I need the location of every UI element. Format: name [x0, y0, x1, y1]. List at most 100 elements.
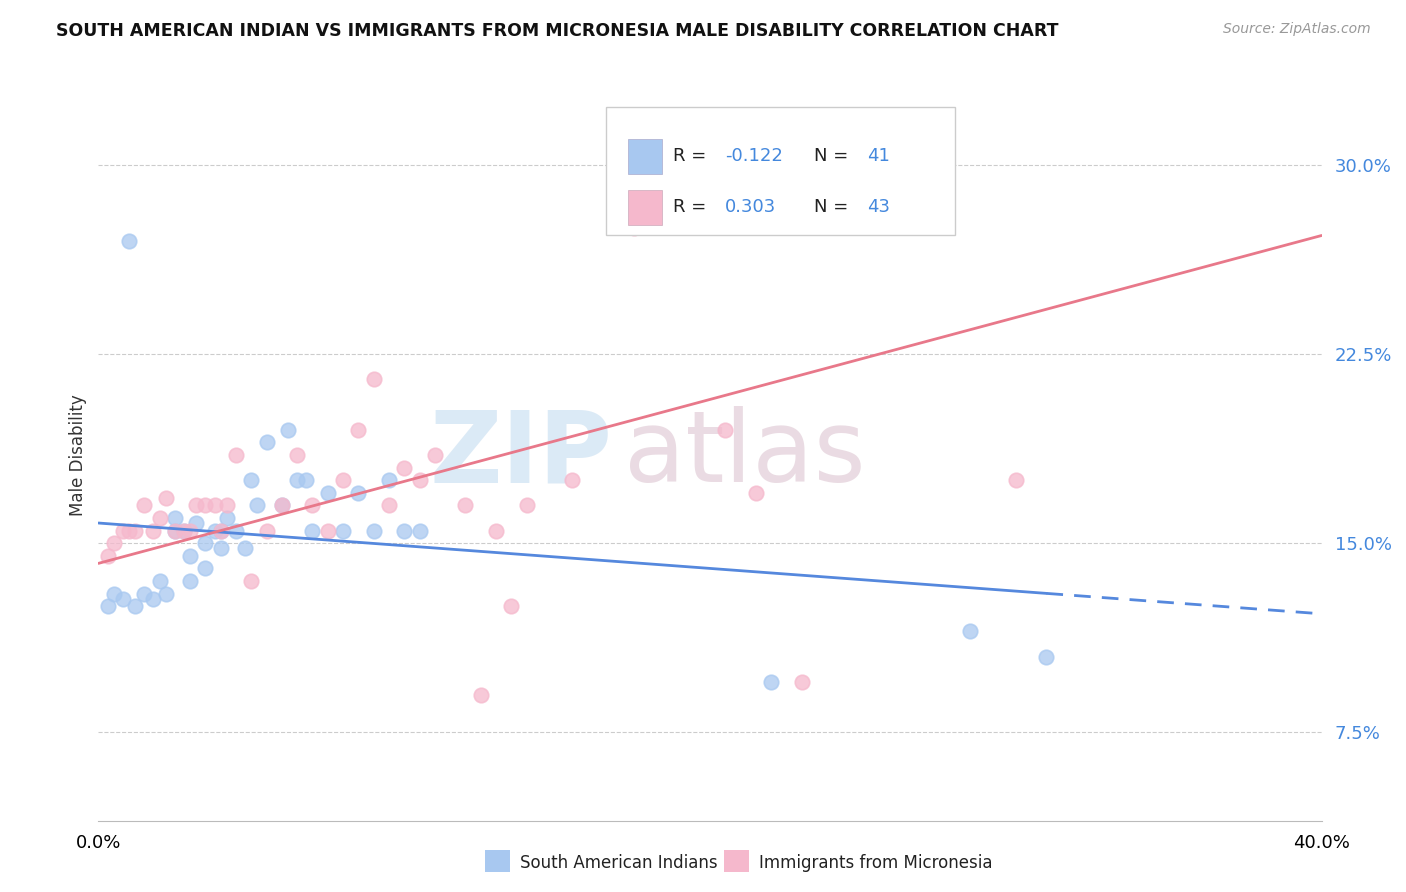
- Point: [173, 524, 195, 538]
- Point: [363, 524, 385, 538]
- Point: [204, 524, 226, 538]
- Point: [142, 524, 165, 538]
- Point: [392, 524, 416, 538]
- Point: [408, 473, 430, 487]
- Text: atlas: atlas: [624, 407, 866, 503]
- Point: [363, 372, 385, 386]
- Point: [233, 541, 256, 556]
- Point: [285, 473, 308, 487]
- Text: R =: R =: [673, 198, 713, 217]
- Point: [215, 499, 238, 513]
- Point: [332, 473, 354, 487]
- Point: [124, 524, 146, 538]
- Point: [209, 524, 232, 538]
- Text: South American Indians: South American Indians: [520, 855, 718, 872]
- Point: [97, 599, 120, 614]
- Point: [179, 549, 201, 563]
- Point: [134, 499, 156, 513]
- Point: [347, 423, 370, 437]
- Point: [225, 524, 247, 538]
- Point: [790, 674, 813, 689]
- Point: [142, 591, 165, 606]
- Point: [149, 511, 172, 525]
- Point: [561, 473, 583, 487]
- Point: [301, 499, 323, 513]
- Point: [256, 435, 278, 450]
- Point: [111, 524, 134, 538]
- Point: [163, 511, 186, 525]
- Point: [240, 574, 263, 588]
- Bar: [628, 138, 662, 174]
- Point: [240, 473, 263, 487]
- Point: [215, 511, 238, 525]
- Point: [163, 524, 186, 538]
- Text: Immigrants from Micronesia: Immigrants from Micronesia: [759, 855, 993, 872]
- Point: [759, 674, 782, 689]
- Point: [270, 499, 292, 513]
- Point: [103, 536, 125, 550]
- Point: [103, 587, 125, 601]
- Point: [186, 499, 208, 513]
- Point: [194, 561, 217, 575]
- Point: [378, 499, 401, 513]
- Text: N =: N =: [814, 198, 853, 217]
- Point: [959, 624, 981, 639]
- Point: [246, 499, 269, 513]
- Point: [124, 599, 146, 614]
- Text: Source: ZipAtlas.com: Source: ZipAtlas.com: [1223, 22, 1371, 37]
- Point: [392, 460, 416, 475]
- Point: [155, 491, 177, 505]
- Point: [179, 574, 201, 588]
- Point: [97, 549, 120, 563]
- Point: [295, 473, 318, 487]
- Text: R =: R =: [673, 147, 713, 165]
- Point: [149, 574, 172, 588]
- Y-axis label: Male Disability: Male Disability: [69, 394, 87, 516]
- Text: 0.303: 0.303: [724, 198, 776, 217]
- Point: [163, 524, 186, 538]
- Text: ZIP: ZIP: [429, 407, 612, 503]
- Point: [270, 499, 292, 513]
- Point: [423, 448, 446, 462]
- Point: [186, 516, 208, 530]
- Point: [316, 524, 339, 538]
- Text: 41: 41: [866, 147, 890, 165]
- Point: [408, 524, 430, 538]
- Point: [118, 234, 141, 248]
- Bar: [628, 190, 662, 225]
- Point: [485, 524, 508, 538]
- Point: [332, 524, 354, 538]
- Point: [652, 208, 675, 222]
- Point: [256, 524, 278, 538]
- Point: [745, 485, 768, 500]
- Point: [1035, 649, 1057, 664]
- Point: [209, 541, 232, 556]
- Point: [204, 499, 226, 513]
- Point: [111, 591, 134, 606]
- Text: SOUTH AMERICAN INDIAN VS IMMIGRANTS FROM MICRONESIA MALE DISABILITY CORRELATION : SOUTH AMERICAN INDIAN VS IMMIGRANTS FROM…: [56, 22, 1059, 40]
- Point: [316, 485, 339, 500]
- Point: [516, 499, 538, 513]
- Point: [118, 524, 141, 538]
- Point: [1004, 473, 1026, 487]
- Point: [179, 524, 201, 538]
- Text: N =: N =: [814, 147, 853, 165]
- Point: [134, 587, 156, 601]
- Point: [173, 524, 195, 538]
- Point: [470, 688, 492, 702]
- Point: [285, 448, 308, 462]
- Point: [454, 499, 477, 513]
- Text: -0.122: -0.122: [724, 147, 783, 165]
- Point: [501, 599, 523, 614]
- Point: [194, 536, 217, 550]
- Point: [714, 423, 737, 437]
- Point: [378, 473, 401, 487]
- Text: 43: 43: [866, 198, 890, 217]
- Point: [623, 221, 645, 235]
- Point: [301, 524, 323, 538]
- Point: [194, 499, 217, 513]
- Point: [225, 448, 247, 462]
- Point: [209, 524, 232, 538]
- Point: [155, 587, 177, 601]
- Point: [347, 485, 370, 500]
